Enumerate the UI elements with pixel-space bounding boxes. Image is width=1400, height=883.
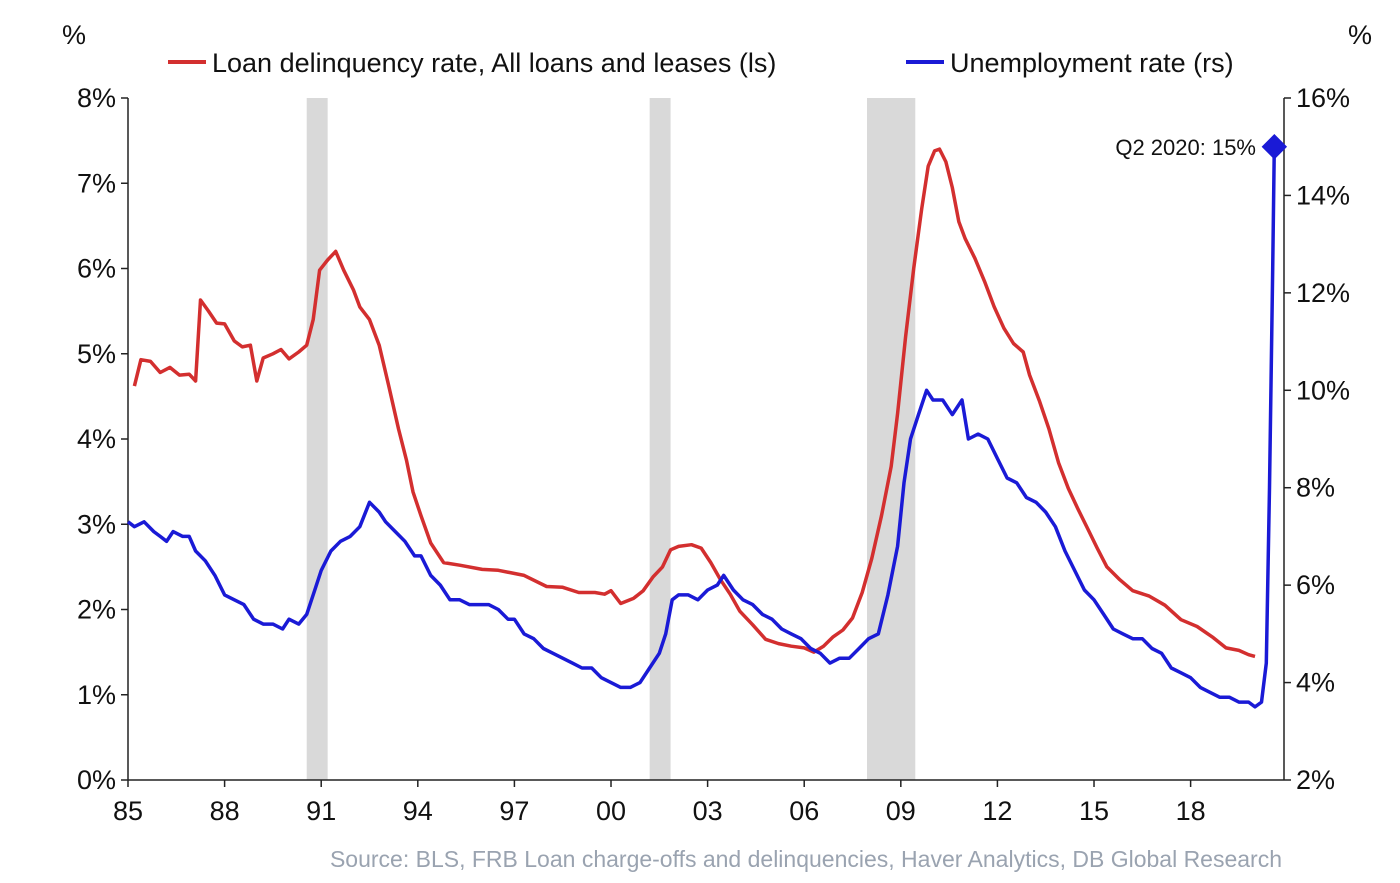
- x-tick-label: 00: [596, 796, 626, 826]
- recession-band-2: [867, 98, 916, 780]
- x-tick-label: 15: [1079, 796, 1109, 826]
- right-tick-label: 16%: [1296, 83, 1350, 113]
- legend: Loan delinquency rate, All loans and lea…: [168, 48, 1234, 78]
- left-tick-label: 1%: [77, 680, 116, 710]
- left-axis-unit: %: [62, 20, 86, 50]
- left-tick-label: 4%: [77, 424, 116, 454]
- x-tick-label: 97: [499, 796, 529, 826]
- x-tick-label: 09: [886, 796, 916, 826]
- x-tick-label: 94: [403, 796, 433, 826]
- x-tick-label: 03: [693, 796, 723, 826]
- right-tick-label: 10%: [1296, 375, 1350, 405]
- x-tick-label: 06: [789, 796, 819, 826]
- left-tick-label: 2%: [77, 595, 116, 625]
- right-tick-label: 6%: [1296, 570, 1335, 600]
- right-tick-label: 8%: [1296, 473, 1335, 503]
- right-tick-label: 12%: [1296, 278, 1350, 308]
- recession-band-0: [306, 98, 328, 780]
- source-note: Source: BLS, FRB Loan charge-offs and de…: [330, 846, 1282, 872]
- right-tick-label: 14%: [1296, 180, 1350, 210]
- highlight-marker: [1261, 133, 1288, 160]
- x-tick-label: 18: [1176, 796, 1206, 826]
- left-tick-label: 5%: [77, 339, 116, 369]
- left-tick-label: 6%: [77, 254, 116, 284]
- recession-bands: [306, 98, 916, 780]
- axes: [121, 97, 1291, 787]
- x-tick-label: 91: [306, 796, 336, 826]
- series-line-unemployment: [126, 146, 1277, 709]
- annotation-q2-2020: Q2 2020: 15%: [1115, 135, 1256, 160]
- series-line-delinquency: [132, 147, 1256, 659]
- left-tick-label: 8%: [77, 83, 116, 113]
- recession-band-1: [649, 98, 671, 780]
- right-axis-unit: %: [1348, 20, 1372, 50]
- left-tick-label: 7%: [77, 168, 116, 198]
- left-tick-label: 0%: [77, 765, 116, 795]
- legend-label-delinquency: Loan delinquency rate, All loans and lea…: [212, 48, 776, 78]
- right-tick-label: 4%: [1296, 668, 1335, 698]
- x-tick-label: 12: [982, 796, 1012, 826]
- legend-label-unemployment: Unemployment rate (rs): [950, 48, 1234, 78]
- left-tick-label: 3%: [77, 509, 116, 539]
- x-tick-label: 85: [113, 796, 143, 826]
- right-tick-label: 2%: [1296, 765, 1335, 795]
- axis-labels: 0% 1% 2% 3% 4% 5% 6% 7% 8% 2% 4% 6% 8% 10% 12% 14% 16% 85…: [77, 83, 1350, 826]
- x-tick-label: 88: [210, 796, 240, 826]
- series-lines: [126, 133, 1288, 709]
